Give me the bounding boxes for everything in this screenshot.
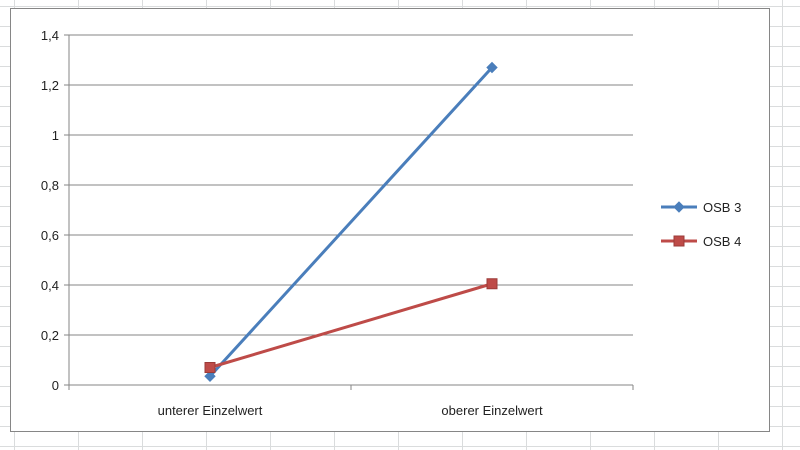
- gridlines: [69, 34, 633, 336]
- series-line-2[interactable]: [209, 282, 493, 369]
- y-tick-label: 1,4: [41, 28, 59, 43]
- series-lines: [204, 61, 498, 382]
- legend-label: OSB 3: [703, 200, 741, 215]
- chart-area[interactable]: 0 0,2 0,4 0,6 0,8 1 1,2 1,4 unterer Einzelwert ob…: [10, 8, 770, 432]
- data-point-1[interactable]: [486, 61, 498, 74]
- legend-marker[interactable]: [673, 201, 685, 213]
- legend-marker[interactable]: [673, 235, 685, 247]
- x-category-label: oberer Einzelwert: [441, 403, 543, 418]
- legend[interactable]: OSB 3 OSB 4: [661, 200, 741, 249]
- y-tick-label: 0,4: [41, 278, 59, 293]
- y-tick-label: 1,2: [41, 78, 59, 93]
- y-tick-label: 0: [52, 378, 59, 393]
- line-chart: 0 0,2 0,4 0,6 0,8 1 1,2 1,4 unterer Einzelwert ob…: [41, 28, 741, 418]
- x-category-label: unterer Einzelwert: [158, 403, 263, 418]
- data-point-2[interactable]: [486, 278, 498, 290]
- series-line-1[interactable]: [208, 66, 494, 378]
- y-tick-label: 1: [52, 128, 59, 143]
- y-tick-label: 0,2: [41, 328, 59, 343]
- legend-label: OSB 4: [703, 234, 741, 249]
- y-tick-label: 0,6: [41, 228, 59, 243]
- data-point-2[interactable]: [204, 362, 216, 373]
- y-tick-label: 0,8: [41, 178, 59, 193]
- data-point-1[interactable]: [204, 370, 216, 382]
- axes: 0 0,2 0,4 0,6 0,8 1 1,2 1,4 unterer Einzelwert ob…: [41, 28, 634, 418]
